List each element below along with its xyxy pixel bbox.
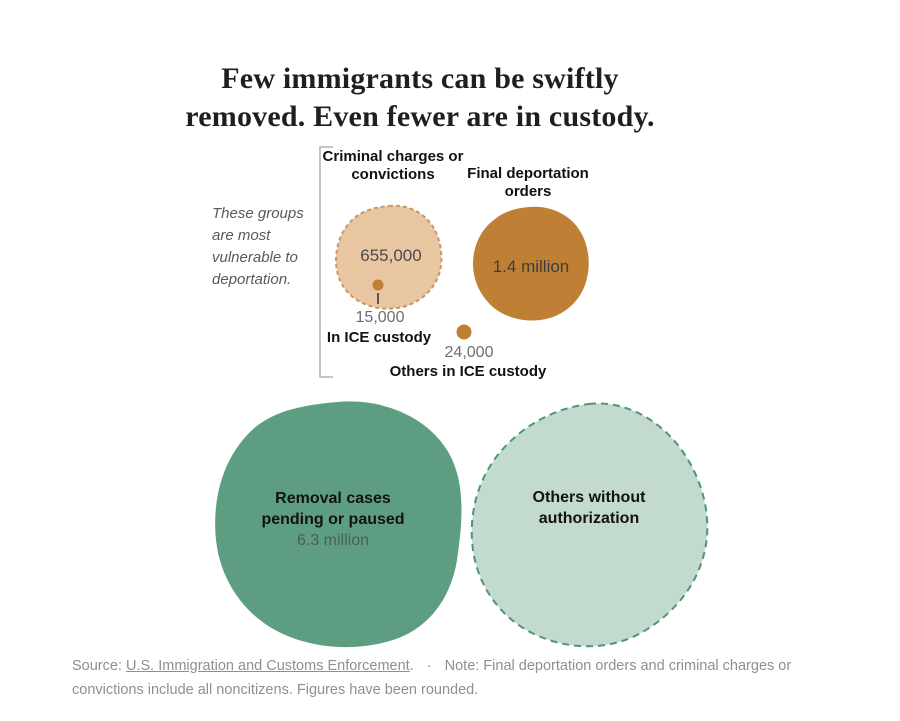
source-link[interactable]: U.S. Immigration and Customs Enforcement <box>126 658 410 674</box>
vulnerable-groups-bracket <box>319 146 333 378</box>
removal-cases-bubble <box>215 401 462 648</box>
title-line-2: removed. Even fewer are in custody. <box>185 100 655 134</box>
final-deportation-group-label: Final deportation orders <box>467 165 589 200</box>
others-without-authorization-bubble <box>470 402 709 648</box>
others-ice-custody-dot <box>456 324 472 340</box>
final-deportation-value: 1.4 million <box>492 257 570 276</box>
criminal-charges-value: 655,000 <box>360 246 422 265</box>
source-prefix: Source: <box>72 658 122 674</box>
vulnerable-groups-annotation: These groups are most vulnerable to depo… <box>212 205 304 288</box>
criminal-charges-group-label: Criminal charges or convictions <box>322 148 464 183</box>
removal-cases-label: Removal cases pending or paused <box>261 490 405 528</box>
final-deportation-orders-bubble <box>473 206 589 321</box>
page-title: Few immigrants can be swiftly removed. E… <box>0 60 840 136</box>
ice-custody-label: In ICE custody <box>326 329 432 346</box>
others-without-authorization-label: Others without authorization <box>532 489 646 527</box>
footer-separator: · <box>426 658 432 674</box>
others-ice-custody-label: Others in ICE custody <box>389 363 547 380</box>
others-without-authorization-text-block: Others without authorization <box>529 487 649 529</box>
criminal-charges-bubble <box>334 204 443 310</box>
ice-custody-dot <box>372 279 384 291</box>
removal-cases-value: 6.3 million <box>296 532 370 549</box>
ice-custody-value: 15,000 <box>355 309 405 326</box>
removal-cases-text-block: Removal cases pending or paused 6.3 mill… <box>248 488 418 551</box>
footer-note: Note: Final deportation orders and crimi… <box>72 658 792 698</box>
source-period: . <box>409 658 414 674</box>
title-line-1: Few immigrants can be swiftly <box>221 62 619 96</box>
source-note: Source: U.S. Immigration and Customs Enf… <box>72 654 817 702</box>
others-ice-custody-value: 24,000 <box>444 344 494 361</box>
